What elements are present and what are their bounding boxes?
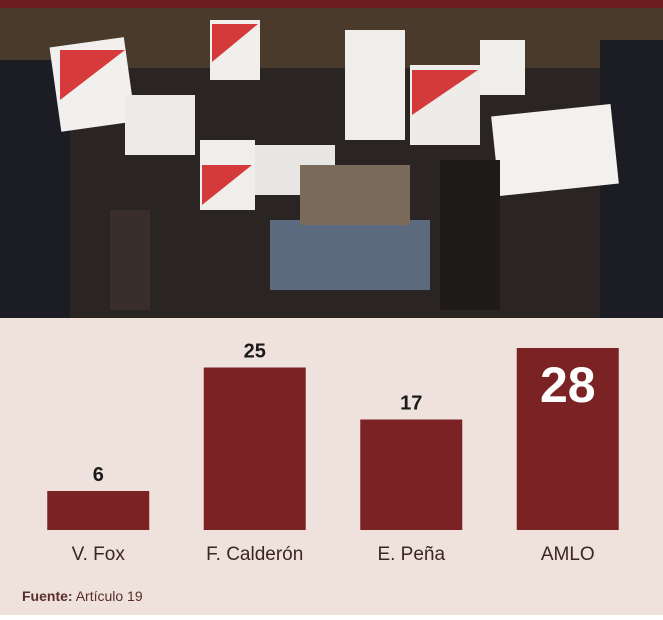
x-tick-label: V. Fox — [72, 544, 126, 565]
x-tick-label: E. Peña — [377, 544, 445, 565]
source-text: Artículo 19 — [76, 588, 143, 604]
source-label: Fuente: — [22, 588, 73, 604]
value-label: 25 — [244, 341, 266, 363]
top-strip — [0, 0, 663, 8]
bar — [204, 368, 306, 531]
sign — [345, 30, 405, 140]
value-label: 6 — [93, 464, 104, 486]
infographic: 6 V. Fox 25 F. Calderón 17 E. Peña 28 AMLO Fuen… — [0, 0, 663, 615]
source: Fuente: Artículo 19 — [22, 588, 143, 604]
photo-collage — [270, 220, 430, 290]
bar — [47, 491, 149, 530]
photo — [0, 0, 663, 318]
person — [440, 160, 500, 310]
sign — [491, 104, 619, 196]
value-label: 17 — [400, 393, 422, 415]
value-label: 28 — [540, 357, 596, 413]
sign — [480, 40, 525, 95]
sign — [125, 95, 195, 155]
x-tick-label: F. Calderón — [206, 544, 303, 565]
page: {"chart_data": {"type": "bar", "categori… — [0, 0, 663, 615]
person — [110, 210, 150, 310]
x-tick-label: AMLO — [541, 544, 595, 565]
bar — [360, 420, 462, 531]
photo-collage — [300, 165, 410, 225]
